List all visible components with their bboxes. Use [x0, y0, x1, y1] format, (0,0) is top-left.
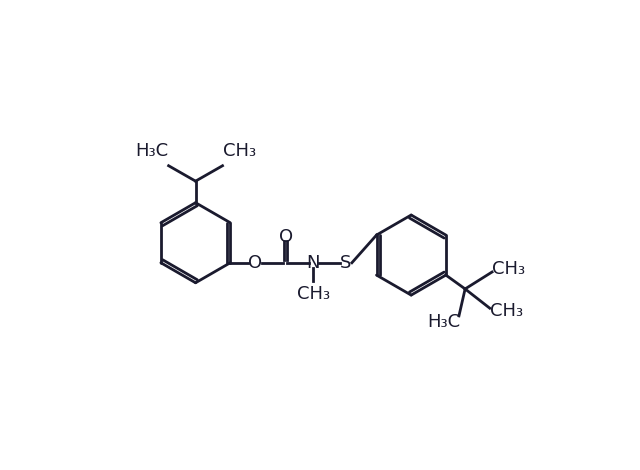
Text: CH₃: CH₃	[297, 284, 330, 303]
Text: CH₃: CH₃	[223, 142, 256, 160]
Text: H₃C: H₃C	[135, 142, 168, 160]
Text: CH₃: CH₃	[492, 260, 525, 278]
Text: H₃C: H₃C	[427, 313, 460, 331]
Text: S: S	[340, 254, 351, 272]
Text: CH₃: CH₃	[490, 302, 524, 320]
Text: O: O	[278, 227, 292, 246]
Text: O: O	[248, 254, 262, 272]
Text: N: N	[307, 254, 320, 272]
